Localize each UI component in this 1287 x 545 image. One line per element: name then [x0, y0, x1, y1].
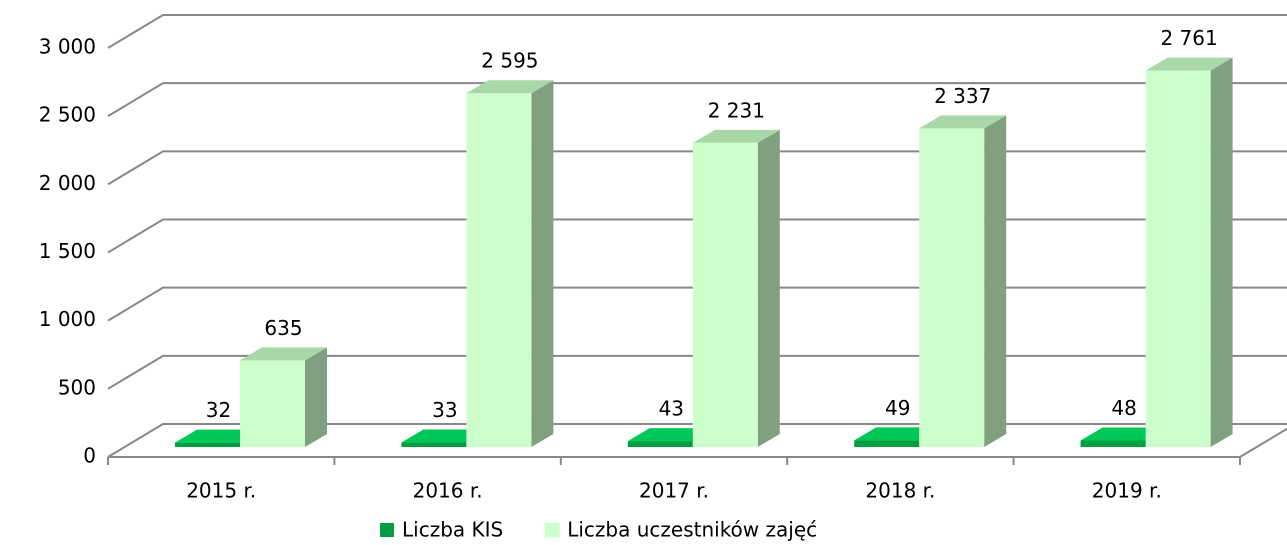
bar-front [240, 360, 305, 447]
data-label: 48 [1111, 396, 1136, 420]
legend-swatch [544, 522, 560, 538]
x-tick-label: 2016 r. [413, 479, 483, 503]
bar-front [627, 441, 693, 447]
y-tick-label: 500 [58, 375, 96, 399]
bar-top [1145, 57, 1233, 71]
bar-side [757, 129, 780, 447]
bar [919, 115, 1007, 447]
bar-front [1080, 440, 1146, 447]
bar-side [984, 115, 1007, 447]
x-tick-label: 2019 r. [1092, 479, 1162, 503]
y-tick-label: 2 500 [39, 103, 96, 127]
bar-front [1145, 70, 1211, 447]
legend-label: Liczba uczestników zajęć [567, 518, 817, 542]
grid-line [107, 82, 1287, 118]
bar-side [305, 347, 327, 447]
bar-top [240, 347, 327, 361]
bar-top [466, 80, 554, 94]
bar-front [466, 93, 532, 447]
bar-front [854, 440, 920, 447]
legend-label: Liczba KIS [402, 518, 503, 542]
x-tick-label: 2015 r. [186, 479, 256, 503]
y-tick-label: 2 000 [39, 171, 96, 195]
data-label: 635 [264, 316, 302, 340]
bar-side [1210, 57, 1233, 447]
bar-top [919, 115, 1007, 129]
bar-front [401, 442, 467, 447]
grid-line [107, 218, 1287, 254]
grid-line [107, 354, 1287, 390]
bar [1145, 57, 1233, 447]
data-label: 2 231 [708, 98, 765, 122]
y-tick-label: 1 000 [39, 307, 96, 331]
data-label: 2 761 [1160, 26, 1217, 50]
x-tick-label: 2017 r. [639, 479, 709, 503]
data-label: 2 595 [481, 49, 538, 73]
data-label: 43 [659, 397, 684, 421]
bar-front [919, 128, 985, 447]
grid-line [107, 423, 1287, 458]
y-tick-label: 3 000 [39, 35, 96, 59]
grid-line [107, 286, 1287, 322]
y-tick-label: 0 [83, 444, 96, 468]
data-label: 2 337 [934, 84, 991, 108]
data-label: 49 [885, 396, 910, 420]
data-label: 32 [206, 398, 231, 422]
bar-side [531, 80, 554, 447]
legend-swatch [380, 523, 394, 537]
bar [692, 129, 780, 447]
bar-top [692, 129, 780, 143]
bar-front [175, 442, 240, 447]
x-tick-label: 2018 r. [865, 479, 935, 503]
bar-front [692, 142, 758, 447]
data-label: 33 [432, 398, 457, 422]
grid-line [107, 150, 1287, 186]
bar [240, 347, 327, 447]
grid-line [107, 14, 1287, 49]
y-tick-label: 1 500 [39, 239, 96, 263]
bar [466, 80, 554, 447]
